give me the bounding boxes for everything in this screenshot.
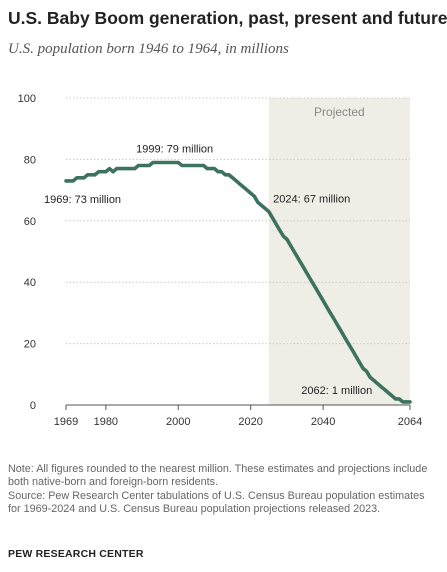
- x-tick-label: 2040: [311, 416, 335, 428]
- series-line: [64, 160, 412, 404]
- brand-logo-text: PEW RESEARCH CENTER: [8, 548, 144, 560]
- y-tick-label: 0: [30, 400, 36, 412]
- source-text: Source: Pew Research Center tabulations …: [8, 489, 425, 516]
- y-tick-label: 40: [24, 277, 36, 289]
- x-tick-label: 1980: [94, 416, 118, 428]
- projected-region-shade: [268, 98, 410, 405]
- note-text: Note: All figures rounded to the nearest…: [8, 463, 428, 489]
- x-tick-label: 2000: [166, 416, 190, 428]
- chart-title: U.S. Baby Boom generation, past, present…: [8, 8, 447, 28]
- x-tick-label: 2064: [398, 416, 422, 428]
- y-tick-label: 100: [18, 93, 36, 105]
- data-annotation: 2024: 67 million: [273, 194, 350, 206]
- chart-footnote: Note: All figures rounded to the nearest…: [8, 463, 436, 517]
- y-tick-label: 20: [24, 339, 36, 351]
- x-tick-label: 1969: [54, 416, 78, 428]
- x-tick-label: 2020: [238, 416, 262, 428]
- data-annotation: 1969: 73 million: [44, 194, 121, 206]
- data-annotation: 2062: 1 million: [301, 385, 372, 397]
- y-tick-label: 80: [24, 154, 36, 166]
- chart-subtitle: U.S. population born 1946 to 1964, in mi…: [8, 41, 289, 57]
- projected-label: Projected: [314, 105, 365, 119]
- y-tick-label: 60: [24, 216, 36, 228]
- data-annotation: 1999: 79 million: [136, 143, 213, 155]
